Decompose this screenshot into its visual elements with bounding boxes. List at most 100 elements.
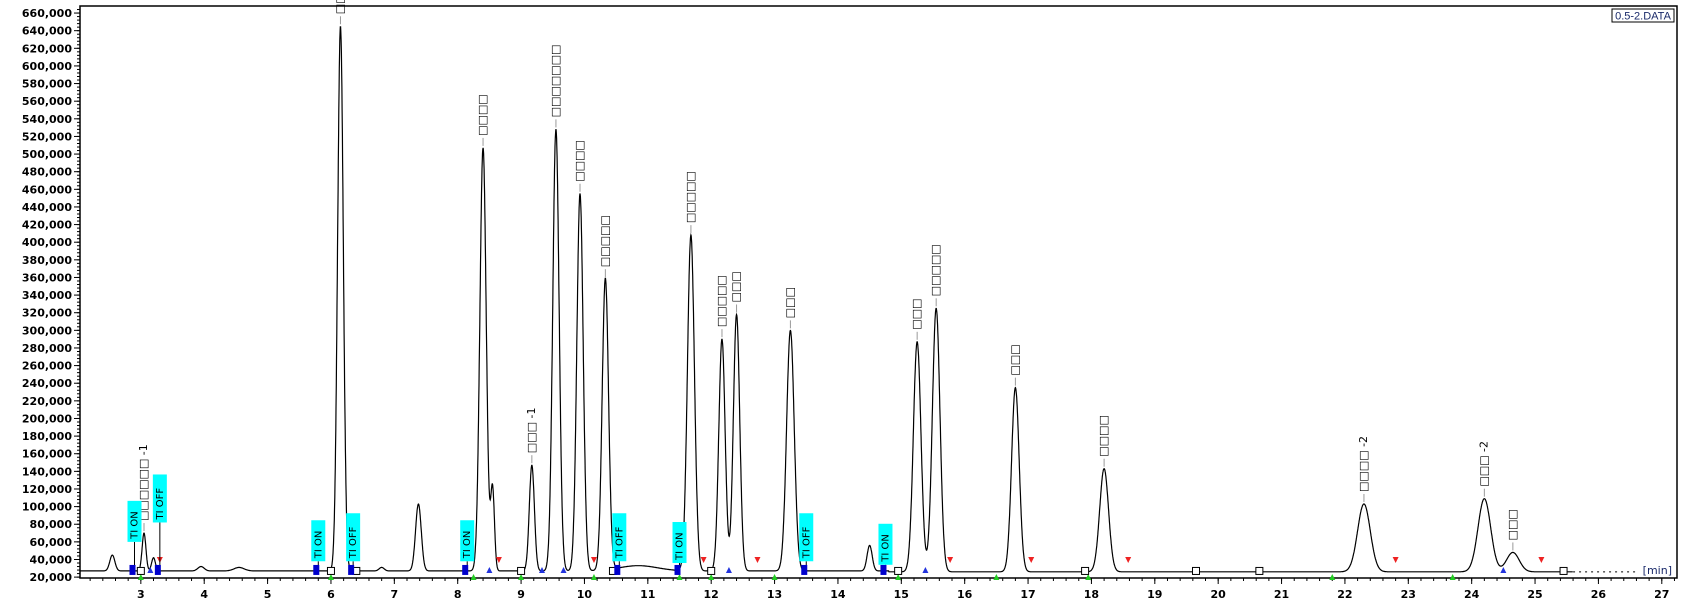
split-marker bbox=[725, 566, 732, 573]
y-tick-label: 360,000 bbox=[22, 271, 72, 284]
event-marker bbox=[154, 564, 161, 575]
x-tick-label: 7 bbox=[391, 588, 399, 601]
x-tick-label: 9 bbox=[517, 588, 525, 601]
baseline-start-marker bbox=[137, 573, 144, 580]
y-tick-label: 200,000 bbox=[22, 412, 72, 425]
event-box bbox=[152, 474, 167, 523]
x-tick-label: 15 bbox=[894, 588, 909, 601]
baseline-start-marker bbox=[993, 573, 1000, 580]
peak-label: □□□□ -2 bbox=[1357, 436, 1370, 492]
y-tick-label: 20,000 bbox=[30, 571, 73, 584]
split-marker bbox=[922, 566, 929, 573]
baseline-start-marker bbox=[1449, 573, 1456, 580]
baseline-start-marker bbox=[895, 573, 902, 580]
file-label-text: 0.5-2.DATA bbox=[1615, 11, 1671, 23]
baseline-start-marker bbox=[327, 573, 334, 580]
peak-end-marker bbox=[1125, 556, 1132, 563]
x-axis-unit: [min] bbox=[1643, 564, 1672, 577]
x-tick-label: 8 bbox=[454, 588, 462, 601]
split-marker bbox=[538, 566, 545, 573]
peak-label: □□□ bbox=[783, 287, 796, 318]
event-label: TI OFF bbox=[155, 488, 166, 521]
event-label: TI ON bbox=[313, 531, 324, 560]
x-tick-label: 19 bbox=[1147, 588, 1162, 601]
baseline-start-marker bbox=[1329, 573, 1336, 580]
x-tick-label: 11 bbox=[640, 588, 655, 601]
x-tick-label: 27 bbox=[1654, 588, 1669, 601]
event-marker bbox=[348, 564, 355, 575]
x-tick-label: 20 bbox=[1211, 588, 1227, 601]
event-box bbox=[612, 513, 627, 562]
x-tick-label: 25 bbox=[1527, 588, 1542, 601]
x-tick-label: 26 bbox=[1591, 588, 1607, 601]
event-box bbox=[460, 520, 475, 562]
event-marker bbox=[880, 564, 887, 575]
baseline-point-marker bbox=[707, 566, 716, 575]
y-tick-label: 80,000 bbox=[30, 518, 73, 531]
baseline-start-marker bbox=[470, 573, 477, 580]
y-tick-label: 300,000 bbox=[22, 324, 72, 337]
plot-frame bbox=[79, 5, 1678, 579]
y-tick-label: 160,000 bbox=[22, 448, 72, 461]
event-label: TI ON bbox=[675, 532, 686, 561]
y-tick-label: 240,000 bbox=[22, 377, 72, 390]
peak-label: □□□□ bbox=[476, 94, 489, 136]
event-marker bbox=[313, 564, 320, 575]
peak-label: □□□□□ bbox=[598, 215, 611, 267]
peak-label: □□□□□□□ bbox=[549, 45, 562, 118]
x-tick-label: 4 bbox=[200, 588, 208, 601]
y-tick-label: 460,000 bbox=[22, 183, 72, 196]
peak-end-marker bbox=[1392, 556, 1399, 563]
y-tick-label: 60,000 bbox=[30, 536, 73, 549]
y-tick-label: 220,000 bbox=[22, 395, 72, 408]
peak-label: □□□□□ bbox=[929, 244, 942, 296]
y-tick-label: 120,000 bbox=[22, 483, 72, 496]
baseline-start-marker bbox=[676, 573, 683, 580]
y-tick-label: 540,000 bbox=[22, 113, 72, 126]
event-box bbox=[127, 500, 142, 542]
peak-end-marker bbox=[1028, 556, 1035, 563]
baseline-point-marker bbox=[1559, 566, 1568, 575]
y-tick-label: 420,000 bbox=[22, 219, 72, 232]
baseline-point-marker bbox=[136, 566, 145, 575]
event-box bbox=[799, 513, 814, 562]
trace bbox=[80, 26, 1637, 573]
x-tick-label: 16 bbox=[957, 588, 973, 601]
x-tick-label: 22 bbox=[1337, 588, 1352, 601]
baseline-point-marker bbox=[517, 566, 526, 575]
baseline-point-marker bbox=[894, 566, 903, 575]
event-marker bbox=[462, 564, 469, 575]
peak-label: □□□□ bbox=[573, 140, 586, 182]
y-tick-label: 180,000 bbox=[22, 430, 72, 443]
event-marker bbox=[614, 564, 621, 575]
event-box bbox=[878, 523, 893, 565]
peak-label: □□□□□ bbox=[715, 275, 728, 327]
baseline-start-marker bbox=[1085, 573, 1092, 580]
peak-label: □□□□□ bbox=[684, 171, 697, 223]
y-tick-label: 640,000 bbox=[22, 25, 72, 38]
y-tick-label: 620,000 bbox=[22, 42, 72, 55]
y-tick-label: 440,000 bbox=[22, 201, 72, 214]
baseline-point-marker bbox=[1255, 566, 1264, 575]
y-tick-label: 660,000 bbox=[22, 7, 72, 20]
event-label: TI OFF bbox=[801, 526, 812, 559]
x-tick-label: 17 bbox=[1020, 588, 1035, 601]
x-tick-label: 14 bbox=[830, 588, 846, 601]
event-label: TI OFF bbox=[348, 526, 359, 559]
y-tick-label: 340,000 bbox=[22, 289, 72, 302]
event-label: TI ON bbox=[462, 531, 473, 560]
baseline-start-marker bbox=[771, 573, 778, 580]
event-markers: TI ON TI OFF TI ON TI OFF TI ON TI OFF TI ON TI… bbox=[127, 474, 893, 575]
x-tick-label: 12 bbox=[704, 588, 719, 601]
peak-labels: □□□□□□ -1□□□□□□□□□□□□ -1□□□□□□□□□□□□□□□□… bbox=[137, 0, 1519, 551]
peak-label: □□□ bbox=[910, 299, 923, 330]
baseline-point-marker bbox=[1081, 566, 1090, 575]
y-tick-label: 260,000 bbox=[22, 360, 72, 373]
peak-end-marker bbox=[495, 556, 502, 563]
peak-label: □□□ -2 bbox=[1477, 441, 1490, 487]
x-tick-label: 24 bbox=[1464, 588, 1480, 601]
y-tick-label: 520,000 bbox=[22, 130, 72, 143]
event-label: TI ON bbox=[880, 534, 891, 563]
x-tick-label: 13 bbox=[767, 588, 782, 601]
